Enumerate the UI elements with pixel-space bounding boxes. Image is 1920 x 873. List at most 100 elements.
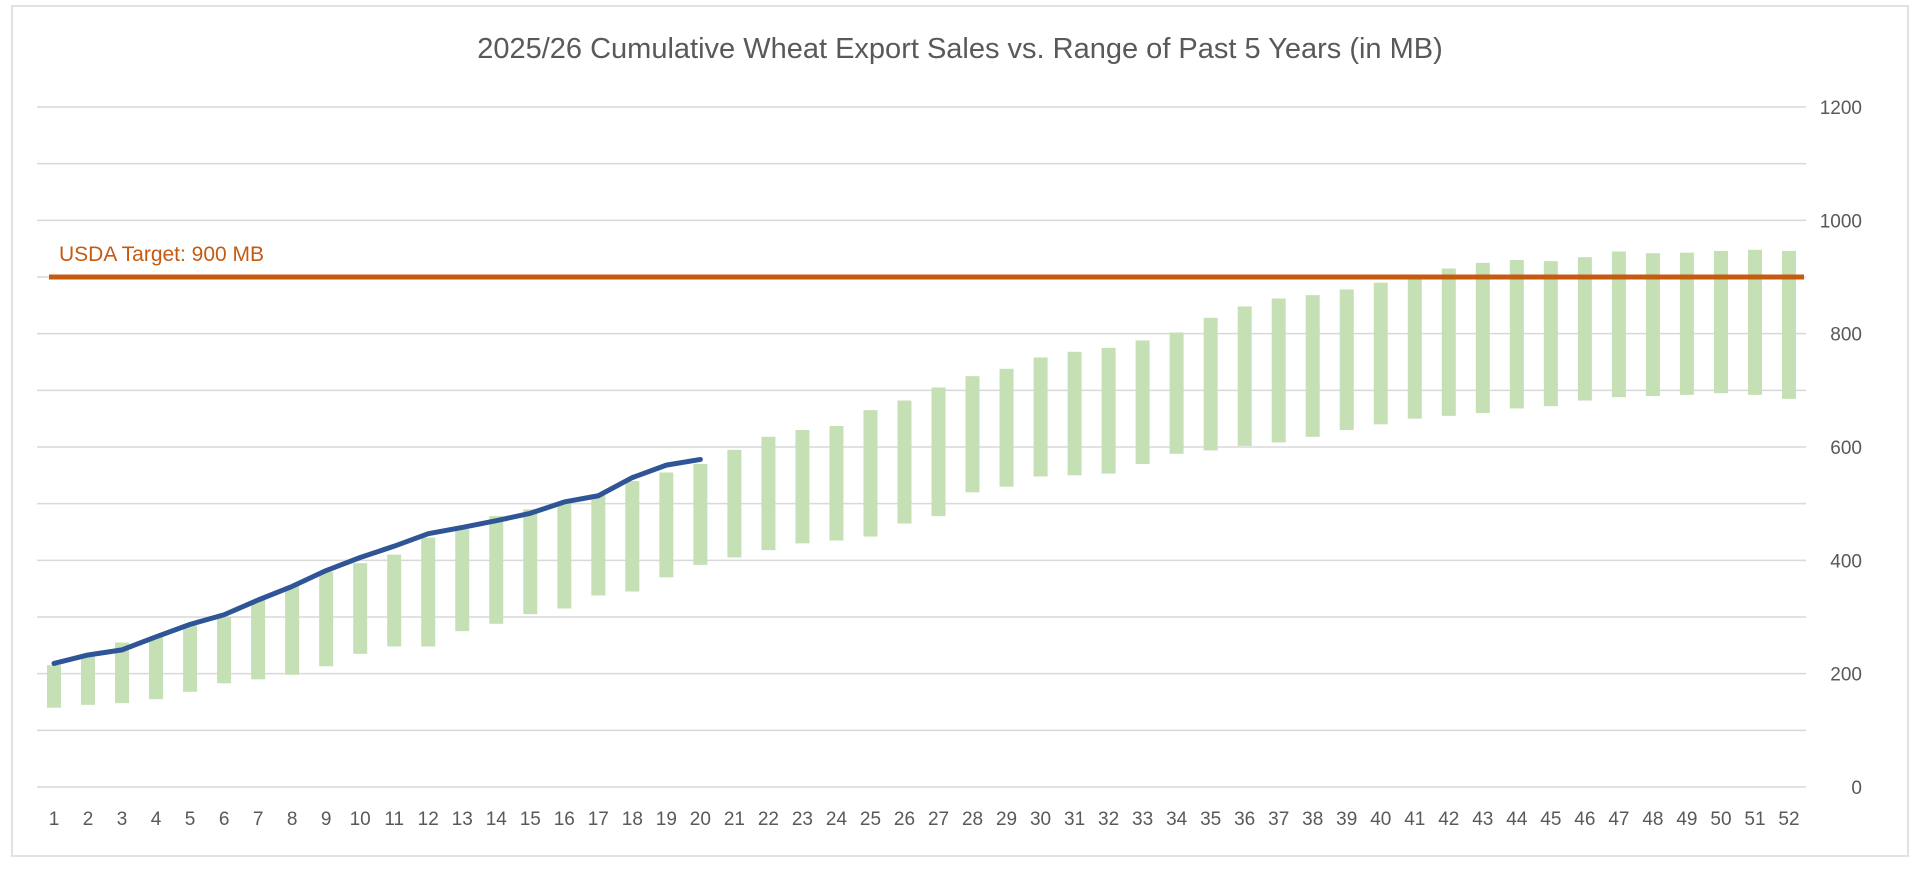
- range-bar: [81, 656, 96, 705]
- x-tick-label: 19: [656, 809, 677, 830]
- range-bar: [1611, 251, 1626, 398]
- range-bar: [387, 554, 402, 647]
- range-bar: [1271, 298, 1286, 443]
- x-tick-label: 38: [1302, 809, 1323, 830]
- x-tick-label: 26: [894, 809, 915, 830]
- x-tick-label: 42: [1438, 809, 1459, 830]
- range-bar: [47, 665, 62, 708]
- x-tick-label: 39: [1336, 809, 1357, 830]
- range-bar: [1679, 252, 1694, 395]
- x-tick-label: 47: [1608, 809, 1629, 830]
- x-tick-label: 29: [996, 809, 1017, 830]
- range-bar: [353, 563, 368, 654]
- range-bar: [965, 376, 980, 493]
- x-tick-label: 31: [1064, 809, 1085, 830]
- x-tick-label: 13: [452, 809, 473, 830]
- range-bar: [1781, 250, 1796, 399]
- x-tick-label: 17: [588, 809, 609, 830]
- x-tick-label: 27: [928, 809, 949, 830]
- x-tick-label: 4: [151, 809, 162, 830]
- range-bar: [285, 585, 300, 675]
- range-bar: [1713, 250, 1728, 394]
- x-tick-label: 18: [622, 809, 643, 830]
- range-bar: [319, 571, 334, 667]
- y-tick-label: 400: [1830, 551, 1862, 572]
- y-tick-label: 1000: [1820, 211, 1862, 232]
- x-tick-label: 52: [1778, 809, 1799, 830]
- x-tick-label: 9: [321, 809, 332, 830]
- range-bar: [523, 509, 538, 615]
- range-bar: [1101, 347, 1116, 474]
- range-bar: [115, 642, 130, 704]
- chart-title: 2025/26 Cumulative Wheat Export Sales vs…: [477, 33, 1443, 65]
- range-bar: [1577, 257, 1592, 401]
- range-bar: [1305, 295, 1320, 437]
- usda-target-label: USDA Target: 900 MB: [59, 243, 264, 266]
- y-tick-label: 800: [1830, 325, 1862, 346]
- range-bar: [1509, 260, 1524, 409]
- x-tick-label: 3: [117, 809, 128, 830]
- range-bar: [557, 503, 572, 609]
- range-bar: [455, 529, 470, 632]
- range-bar: [1169, 332, 1184, 454]
- x-tick-label: 49: [1676, 809, 1697, 830]
- x-tick-label: 36: [1234, 809, 1255, 830]
- x-tick-label: 51: [1744, 809, 1765, 830]
- x-tick-label: 41: [1404, 809, 1425, 830]
- x-tick-label: 35: [1200, 809, 1221, 830]
- x-tick-label: 7: [253, 809, 264, 830]
- x-axis-ticks: 1 2 3 4 5 6 7 8 9 10 11 12 13 14 15 16 17 18 19 20 21 22 23 24 2…: [49, 809, 1800, 830]
- range-bar: [693, 464, 708, 565]
- range-bar: [1441, 268, 1456, 416]
- range-bar: [183, 625, 198, 692]
- x-tick-label: 50: [1710, 809, 1731, 830]
- x-tick-label: 43: [1472, 809, 1493, 830]
- range-bar: [659, 472, 674, 578]
- target-line-group: USDA Target: 900 MB: [49, 243, 1804, 280]
- y-tick-label: 600: [1830, 438, 1862, 459]
- x-tick-label: 33: [1132, 809, 1153, 830]
- x-tick-label: 1: [49, 809, 60, 830]
- x-tick-label: 11: [384, 809, 404, 830]
- chart-border: [11, 5, 1909, 857]
- x-tick-label: 15: [520, 809, 541, 830]
- y-tick-label: 1200: [1820, 98, 1862, 119]
- range-bar: [1407, 277, 1422, 419]
- range-bar: [1033, 357, 1048, 477]
- x-tick-label: 37: [1268, 809, 1289, 830]
- x-tick-label: 32: [1098, 809, 1119, 830]
- x-tick-label: 21: [724, 809, 745, 830]
- y-tick-label: 0: [1851, 778, 1862, 799]
- range-bar: [1747, 249, 1762, 395]
- x-tick-label: 5: [185, 809, 196, 830]
- range-bar: [1645, 253, 1660, 396]
- x-tick-label: 8: [287, 809, 298, 830]
- range-bar: [727, 449, 742, 558]
- range-bars: [47, 249, 1796, 708]
- x-tick-label: 25: [860, 809, 881, 830]
- range-bar: [489, 516, 504, 624]
- range-bar: [1237, 306, 1252, 446]
- range-bar: [217, 617, 232, 684]
- x-tick-label: 30: [1030, 809, 1051, 830]
- x-tick-label: 45: [1540, 809, 1561, 830]
- range-bar: [761, 436, 776, 551]
- x-tick-label: 44: [1506, 809, 1528, 830]
- x-tick-label: 22: [758, 809, 779, 830]
- range-bar: [863, 410, 878, 537]
- range-bar: [149, 636, 164, 700]
- range-bar: [931, 387, 946, 517]
- range-bar: [795, 430, 810, 544]
- y-axis-ticks: 0 200 400 600 800 1000 1200: [1820, 98, 1862, 799]
- x-tick-label: 46: [1574, 809, 1595, 830]
- range-bar: [1543, 261, 1558, 407]
- range-bar: [591, 495, 606, 596]
- x-tick-label: 20: [690, 809, 711, 830]
- x-tick-label: 28: [962, 809, 983, 830]
- range-bar: [1135, 340, 1150, 464]
- x-tick-label: 34: [1166, 809, 1188, 830]
- x-tick-label: 6: [219, 809, 230, 830]
- range-bar: [251, 600, 266, 680]
- current-year-sales-line: [51, 456, 703, 666]
